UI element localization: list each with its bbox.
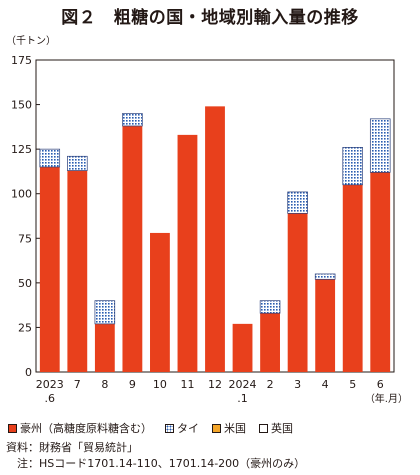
bar-australia xyxy=(370,172,391,372)
x-tick-label: 9 xyxy=(129,378,136,391)
y-tick-label: 75 xyxy=(18,232,32,245)
bar-australia xyxy=(232,323,253,372)
bar-thailand xyxy=(342,147,363,186)
bar-australia xyxy=(122,125,143,372)
legend-item-usa: 米国 xyxy=(212,420,246,436)
x-tick-label: 3 xyxy=(294,378,301,391)
x-tick-label: 12 xyxy=(208,378,222,391)
legend-item-uk: 英国 xyxy=(259,420,293,436)
hs-code-note: 注：HSコード1701.14-110、1701.14-200（豪州のみ） xyxy=(6,457,306,470)
x-tick-label: 7 xyxy=(74,378,81,391)
y-tick-label: 25 xyxy=(18,321,32,334)
bar-australia xyxy=(260,313,280,372)
x-tick-label: 2023 xyxy=(36,378,64,391)
legend-swatch-thailand xyxy=(165,423,174,433)
bar-australia xyxy=(39,166,60,372)
x-tick-label: 11 xyxy=(180,378,194,391)
bar-thailand xyxy=(287,191,308,214)
bar-thailand xyxy=(314,273,336,280)
bar-australia xyxy=(315,279,336,372)
x-tick-label: 5 xyxy=(349,378,356,391)
y-tick-label: 0 xyxy=(25,366,32,379)
y-tick-label: 175 xyxy=(11,54,32,67)
source-note: 資料：財務省「貿易統計」 xyxy=(6,441,138,454)
bar-australia xyxy=(177,134,198,372)
bar-thailand xyxy=(259,300,281,314)
bar-thailand xyxy=(369,118,391,173)
legend-label-australia: 豪州（高糖度原料糖含む） xyxy=(20,422,152,435)
x-tick-label: .1 xyxy=(237,392,248,405)
bar-thailand xyxy=(94,300,116,325)
legend-swatch-australia xyxy=(8,423,17,433)
x-tick-label: 4 xyxy=(322,378,329,391)
legend-swatch-uk xyxy=(259,423,268,433)
legend-label-thailand: タイ xyxy=(177,422,199,435)
bar-thailand xyxy=(39,148,61,168)
bar-australia xyxy=(94,323,115,372)
x-tick-label: 2024 xyxy=(229,378,257,391)
y-axis-unit-label: （千トン） xyxy=(6,36,56,47)
chart-title: 図２ 粗糖の国・地域別輸入量の推移 xyxy=(61,7,359,28)
x-tick-label: 10 xyxy=(153,378,167,391)
notes: 資料：財務省「貿易統計」 注：HSコード1701.14-110、1701.14-… xyxy=(6,440,305,472)
bar-australia xyxy=(287,213,308,372)
legend-swatch-usa xyxy=(212,423,221,433)
bar-australia xyxy=(150,232,170,372)
legend-item-australia: 豪州（高糖度原料糖含む） xyxy=(8,420,152,436)
y-tick-label: 50 xyxy=(18,277,32,290)
legend-label-usa: 米国 xyxy=(224,422,246,435)
x-tick-label: 8 xyxy=(101,378,108,391)
bar-australia xyxy=(342,184,363,372)
x-tick-label: 2 xyxy=(267,378,274,391)
bar-australia xyxy=(205,106,225,373)
x-axis-unit-label: （年.月） xyxy=(365,392,408,405)
legend: 豪州（高糖度原料糖含む） タイ 米国 英国 xyxy=(8,421,418,435)
legend-label-uk: 英国 xyxy=(271,422,293,435)
y-tick-label: 100 xyxy=(11,188,32,201)
y-tick-label: 125 xyxy=(11,143,32,156)
bar-thailand xyxy=(122,113,143,127)
y-tick-label: 150 xyxy=(11,99,32,112)
bar-australia xyxy=(67,170,88,372)
bar-thailand xyxy=(67,155,88,171)
x-tick-label: .6 xyxy=(45,392,56,405)
legend-item-thailand: タイ xyxy=(165,420,199,436)
x-tick-label: 6 xyxy=(377,378,384,391)
